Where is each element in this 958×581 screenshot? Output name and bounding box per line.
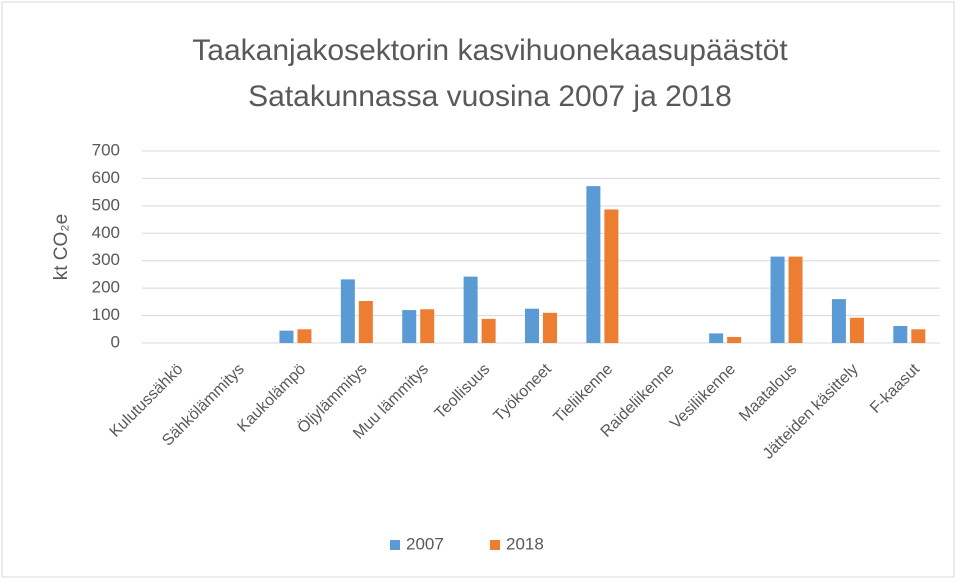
bar bbox=[709, 333, 724, 343]
bar bbox=[402, 310, 417, 343]
bar bbox=[911, 329, 926, 343]
bar bbox=[727, 336, 742, 343]
bar bbox=[481, 318, 496, 343]
y-tick-label: 700 bbox=[92, 140, 120, 159]
y-tick-label: 300 bbox=[92, 250, 120, 269]
y-tick-label: 0 bbox=[111, 332, 120, 351]
y-tick-label: 200 bbox=[92, 278, 120, 297]
legend-swatch bbox=[490, 540, 500, 550]
legend-label: 2018 bbox=[506, 534, 544, 553]
bar bbox=[586, 186, 601, 343]
y-tick-label: 100 bbox=[92, 305, 120, 324]
bar bbox=[788, 256, 803, 343]
y-tick-label: 500 bbox=[92, 195, 120, 214]
bar bbox=[525, 308, 539, 343]
legend-label: 2007 bbox=[406, 534, 444, 553]
legend-swatch bbox=[390, 540, 400, 550]
y-axis-label: kt CO₂e bbox=[51, 214, 72, 281]
bar bbox=[463, 276, 478, 343]
bar bbox=[358, 301, 373, 343]
chart-title: Taakanjakosektorin kasvihuonekaasupäästö… bbox=[192, 34, 788, 67]
y-tick-label: 600 bbox=[92, 168, 120, 187]
bar bbox=[420, 309, 435, 343]
bar bbox=[849, 317, 864, 343]
bar bbox=[543, 312, 557, 343]
y-tick-label: 400 bbox=[92, 223, 120, 242]
bar bbox=[770, 256, 785, 343]
bar bbox=[831, 299, 846, 343]
chart-title: Satakunnassa vuosina 2007 ja 2018 bbox=[248, 80, 732, 113]
bar bbox=[279, 330, 294, 343]
bar bbox=[893, 325, 908, 343]
bar bbox=[604, 209, 619, 343]
bar bbox=[340, 279, 355, 343]
bar bbox=[297, 329, 312, 343]
